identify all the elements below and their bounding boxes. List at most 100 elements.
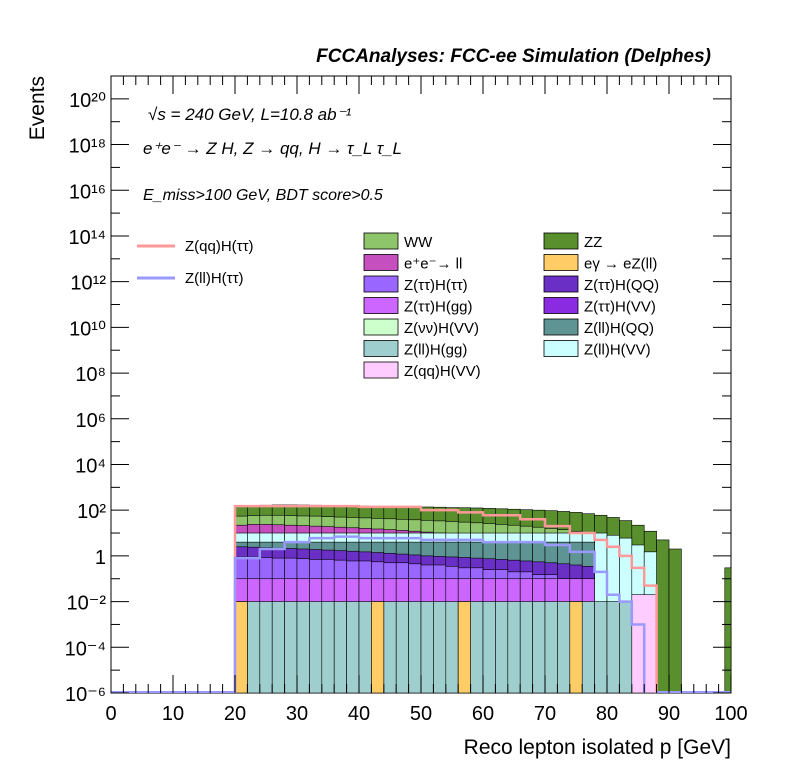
series-Z(ll)H(gg) [234, 601, 645, 694]
y-tick-label: 10¹² [70, 273, 106, 295]
bar [619, 601, 633, 694]
y-tick-label: 10⁸ [75, 364, 106, 386]
annotation-block: √s = 240 GeV, L=10.8 ab⁻¹ e⁺e⁻ → Z H, Z … [143, 105, 402, 204]
legend-swatch [363, 275, 399, 293]
y-axis-label: Events [26, 76, 49, 140]
legend-label: WW [404, 234, 433, 251]
bar [420, 601, 434, 694]
bar [433, 601, 447, 694]
bar [507, 601, 521, 694]
bar [408, 601, 422, 694]
legend-swatch [363, 297, 399, 314]
x-tick-label: 10 [162, 703, 184, 725]
bar [284, 601, 298, 694]
legend-label: eγ → eZ(ll) [584, 256, 657, 273]
bar [333, 601, 347, 694]
axes: 0 10 20 30 40 50 60 70 80 90 100 10⁻⁶ 10⁻⁴ 10⁻² 1 10² 10… [65, 76, 748, 725]
annotation-selection: E_miss>100 GeV, BDT score>0.5 [143, 187, 383, 204]
bar [532, 601, 546, 694]
annotation-energy: √s = 240 GeV, L=10.8 ab⁻¹ [148, 105, 352, 124]
x-tick-label: 0 [105, 703, 116, 725]
y-tick-label: 10¹⁰ [69, 318, 106, 340]
bar [346, 601, 360, 694]
series-eγ → eZ(ll) [234, 601, 583, 694]
y-tick-label: 10¹⁸ [69, 136, 106, 158]
bar [371, 601, 385, 694]
x-tick-label: 100 [714, 703, 747, 725]
legend-swatch [543, 232, 579, 250]
y-tick-label: 10⁶ [76, 410, 106, 432]
legend-swatch [363, 318, 399, 336]
legend-swatch [543, 254, 579, 271]
legend-label: e⁺e⁻→ ll [404, 256, 462, 273]
legend-label: Z(ll)H(QQ) [584, 320, 654, 337]
legend-label: Z(ll)H(gg) [404, 342, 467, 359]
x-tick-label: 30 [286, 703, 308, 725]
annotation-process: e⁺e⁻ → Z H, Z → qq, H → τ_L τ_L [143, 139, 402, 158]
legend-swatch [363, 254, 399, 271]
x-tick-label: 20 [224, 703, 246, 725]
legend-label: ZZ [584, 234, 602, 251]
x-tick-label: 70 [534, 703, 556, 725]
y-tick-label: 10¹⁶ [69, 181, 106, 203]
x-tick-label: 90 [658, 703, 680, 725]
legend-label: Z(ττ)H(ττ) [404, 277, 468, 294]
legend-swatch [363, 340, 399, 357]
bar [296, 601, 310, 694]
y-tick-label: 10⁻² [67, 593, 107, 615]
legend-label: Z(ττ)H(QQ) [584, 277, 659, 294]
legend-label: Z(ττ)H(VV) [584, 299, 656, 316]
bar [724, 567, 732, 694]
legend-line-label: Z(ll)H(ττ) [185, 270, 244, 287]
bar [581, 601, 595, 694]
legend-label: Z(ττ)H(gg) [404, 299, 473, 316]
bar [656, 539, 670, 694]
legend-swatch [543, 318, 579, 336]
bar [271, 601, 285, 694]
legend-line-label: Z(qq)H(ττ) [185, 238, 254, 255]
bar [470, 601, 484, 694]
bar [234, 601, 248, 694]
x-tick-label: 60 [472, 703, 494, 725]
y-tick-label: 10² [77, 501, 106, 523]
bar [445, 601, 459, 694]
bar [544, 601, 558, 694]
x-tick-label: 40 [348, 703, 370, 725]
y-tick-label: 1 [95, 547, 106, 569]
chart-title: FCCAnalyses: FCC-ee Simulation (Delphes) [316, 46, 711, 67]
x-axis-label: Reco lepton isolated p [GeV] [464, 736, 731, 759]
bar [557, 601, 571, 694]
legend-swatch [363, 232, 399, 250]
bar [457, 601, 471, 694]
bar [383, 601, 397, 694]
bar [569, 601, 583, 694]
bar [309, 601, 323, 694]
signal-line-Z(ll)H(ττ) [233, 535, 646, 693]
y-tick-label: 10⁻⁴ [65, 638, 106, 660]
bar [668, 548, 682, 694]
y-tick-label: 10⁴ [75, 455, 106, 477]
legend-swatch [543, 275, 579, 293]
bar [321, 601, 335, 694]
bar [247, 601, 261, 694]
legend-label: Z(ll)H(VV) [584, 342, 651, 359]
legend-swatch [363, 361, 399, 379]
bar [358, 601, 372, 694]
x-tick-label: 50 [410, 703, 432, 725]
y-tick-label: 10⁻⁶ [65, 684, 106, 706]
legend-swatch [543, 297, 579, 314]
legend-swatch [543, 340, 579, 357]
bar [395, 601, 409, 694]
bar [495, 601, 509, 694]
histogram-bars [234, 504, 732, 694]
bar [606, 601, 620, 694]
bar [594, 601, 608, 694]
bar [482, 601, 496, 694]
x-tick-label: 80 [596, 703, 618, 725]
legend: Z(qq)H(ττ) Z(ll)H(ττ) WW ZZ e⁺e⁻→ ll eγ → eZ(… [137, 232, 659, 380]
y-tick-label: 10²⁰ [69, 90, 106, 112]
signal-line-Z(qq)H(ττ) [233, 504, 658, 693]
bar [519, 601, 533, 694]
legend-label: Z(νν)H(VV) [404, 320, 479, 337]
bar [259, 601, 273, 694]
